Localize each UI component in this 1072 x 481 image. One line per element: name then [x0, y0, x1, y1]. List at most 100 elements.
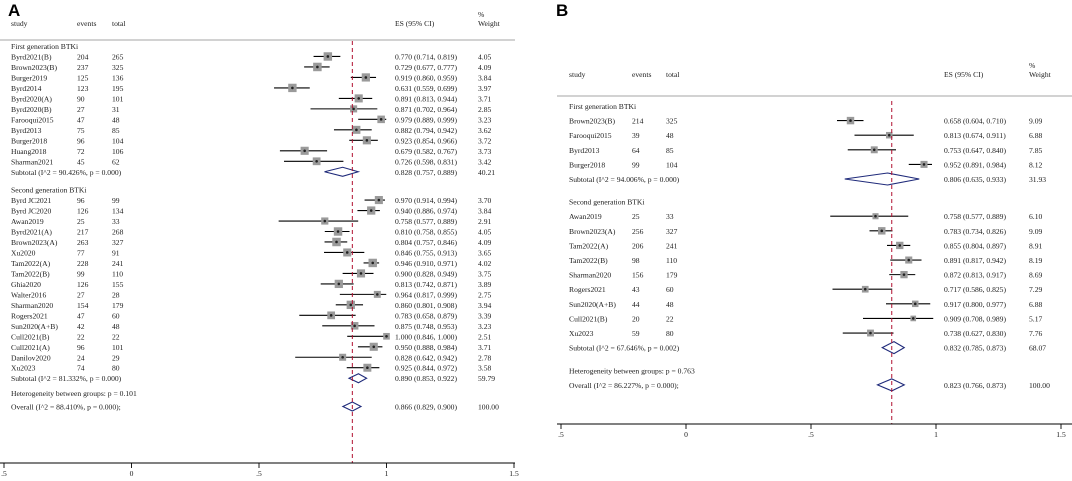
- study-weight: 5.17: [1029, 314, 1042, 323]
- point-estimate: [349, 303, 353, 307]
- point-estimate: [377, 198, 381, 202]
- study-name: Byrd2013: [569, 146, 600, 155]
- study-events: 126: [77, 207, 89, 216]
- header-events: events: [632, 70, 651, 79]
- group-title: First generation BTKi: [569, 102, 636, 111]
- study-ci: 0.882 (0.794, 0.942): [395, 126, 457, 135]
- point-estimate: [874, 214, 877, 218]
- study-weight: 3.70: [478, 196, 491, 205]
- study-total: 325: [666, 117, 678, 126]
- study-total: 33: [112, 217, 120, 226]
- study-weight: 3.58: [478, 364, 491, 373]
- study-ci: 0.909 (0.708, 0.989): [944, 314, 1006, 323]
- x-tick-label: 1: [385, 469, 389, 478]
- study-weight: 3.89: [478, 280, 491, 289]
- x-tick-label: 0: [130, 469, 134, 478]
- study-total: 268: [112, 227, 124, 236]
- point-estimate: [907, 258, 911, 262]
- study-weight: 8.19: [1029, 256, 1042, 265]
- study-total: 48: [112, 115, 120, 124]
- study-name: Huang2018: [11, 147, 47, 156]
- study-ci: 0.828 (0.642, 0.942): [395, 353, 457, 362]
- point-estimate: [366, 366, 369, 370]
- study-total: 28: [112, 290, 120, 299]
- study-name: Brown2023(B): [11, 63, 57, 72]
- study-weight: 9.09: [1029, 117, 1042, 126]
- study-name: Burger2018: [11, 136, 47, 145]
- study-name: Byrd2021(A): [11, 227, 52, 236]
- point-estimate: [355, 128, 358, 132]
- study-name: Byrd2013: [11, 126, 42, 135]
- study-total: 265: [112, 52, 124, 61]
- study-events: 125: [77, 73, 89, 82]
- subtotal-diamond: [881, 341, 906, 355]
- study-weight: 7.29: [1029, 285, 1042, 294]
- x-tick-label: .5: [1, 469, 7, 478]
- study-weight: 3.84: [478, 207, 491, 216]
- study-events: 263: [77, 238, 89, 247]
- point-estimate: [315, 159, 318, 163]
- panel-label: B: [556, 1, 568, 20]
- point-estimate: [913, 302, 917, 306]
- point-estimate: [352, 107, 355, 111]
- study-events: 27: [77, 105, 85, 114]
- study-name: Rogers2021: [11, 311, 48, 320]
- study-events: 214: [632, 117, 644, 126]
- study-weight: 3.75: [478, 269, 491, 278]
- point-estimate: [872, 148, 876, 152]
- study-name: Cull2021(B): [11, 332, 50, 341]
- study-name: Byrd2021(B): [11, 52, 52, 61]
- point-estimate: [359, 272, 363, 275]
- study-weight: 6.88: [1029, 131, 1042, 140]
- subtotal-ci: 0.832 (0.785, 0.873): [944, 344, 1006, 353]
- study-ci: 0.919 (0.860, 0.959): [395, 73, 457, 82]
- study-weight: 3.39: [478, 311, 491, 320]
- study-events: 126: [77, 280, 89, 289]
- study-total: 31: [112, 105, 120, 114]
- study-events: 206: [632, 241, 644, 250]
- study-ci: 0.872 (0.813, 0.917): [944, 271, 1006, 280]
- study-weight: 4.09: [478, 238, 491, 247]
- study-events: 256: [632, 227, 644, 236]
- study-events: 77: [77, 248, 85, 257]
- study-events: 45: [77, 157, 85, 166]
- study-ci: 0.923 (0.854, 0.966): [395, 136, 457, 145]
- study-ci: 0.855 (0.804, 0.897): [944, 241, 1006, 250]
- study-events: 59: [632, 329, 640, 338]
- study-events: 217: [77, 227, 89, 236]
- study-events: 24: [77, 353, 85, 362]
- header-events: events: [77, 19, 96, 28]
- study-total: 101: [112, 343, 124, 352]
- header-weight-pct: %: [478, 10, 485, 19]
- study-name: Sharman2020: [569, 271, 611, 280]
- point-estimate: [869, 331, 872, 335]
- study-name: Cull2021(A): [11, 343, 50, 352]
- study-total: 22: [666, 314, 674, 323]
- study-weight: 8.91: [1029, 241, 1042, 250]
- study-name: Xu2020: [11, 248, 36, 257]
- study-events: 22: [77, 332, 85, 341]
- subtotal-label: Subtotal (I^2 = 81.332%, p = 0.000): [11, 374, 122, 383]
- study-events: 228: [77, 259, 89, 268]
- subtotal-weight: 68.07: [1029, 344, 1046, 353]
- point-estimate: [323, 219, 327, 223]
- study-total: 91: [112, 248, 120, 257]
- study-weight: 3.23: [478, 115, 491, 124]
- point-estimate: [364, 76, 368, 79]
- overall-diamond: [876, 378, 906, 392]
- study-weight: 4.05: [478, 227, 491, 236]
- point-estimate: [922, 163, 926, 166]
- x-tick-label: 1.5: [509, 469, 519, 478]
- point-estimate: [291, 86, 294, 90]
- study-weight: 6.10: [1029, 212, 1042, 221]
- subtotal-ci: 0.806 (0.635, 0.933): [944, 175, 1006, 184]
- study-weight: 9.09: [1029, 227, 1042, 236]
- point-estimate: [887, 133, 891, 137]
- study-total: 48: [666, 131, 674, 140]
- study-ci: 1.000 (0.846, 1.000): [395, 332, 457, 341]
- study-weight: 8.12: [1029, 160, 1042, 169]
- study-events: 25: [77, 217, 85, 226]
- study-weight: 3.97: [478, 84, 491, 93]
- study-total: 179: [666, 271, 678, 280]
